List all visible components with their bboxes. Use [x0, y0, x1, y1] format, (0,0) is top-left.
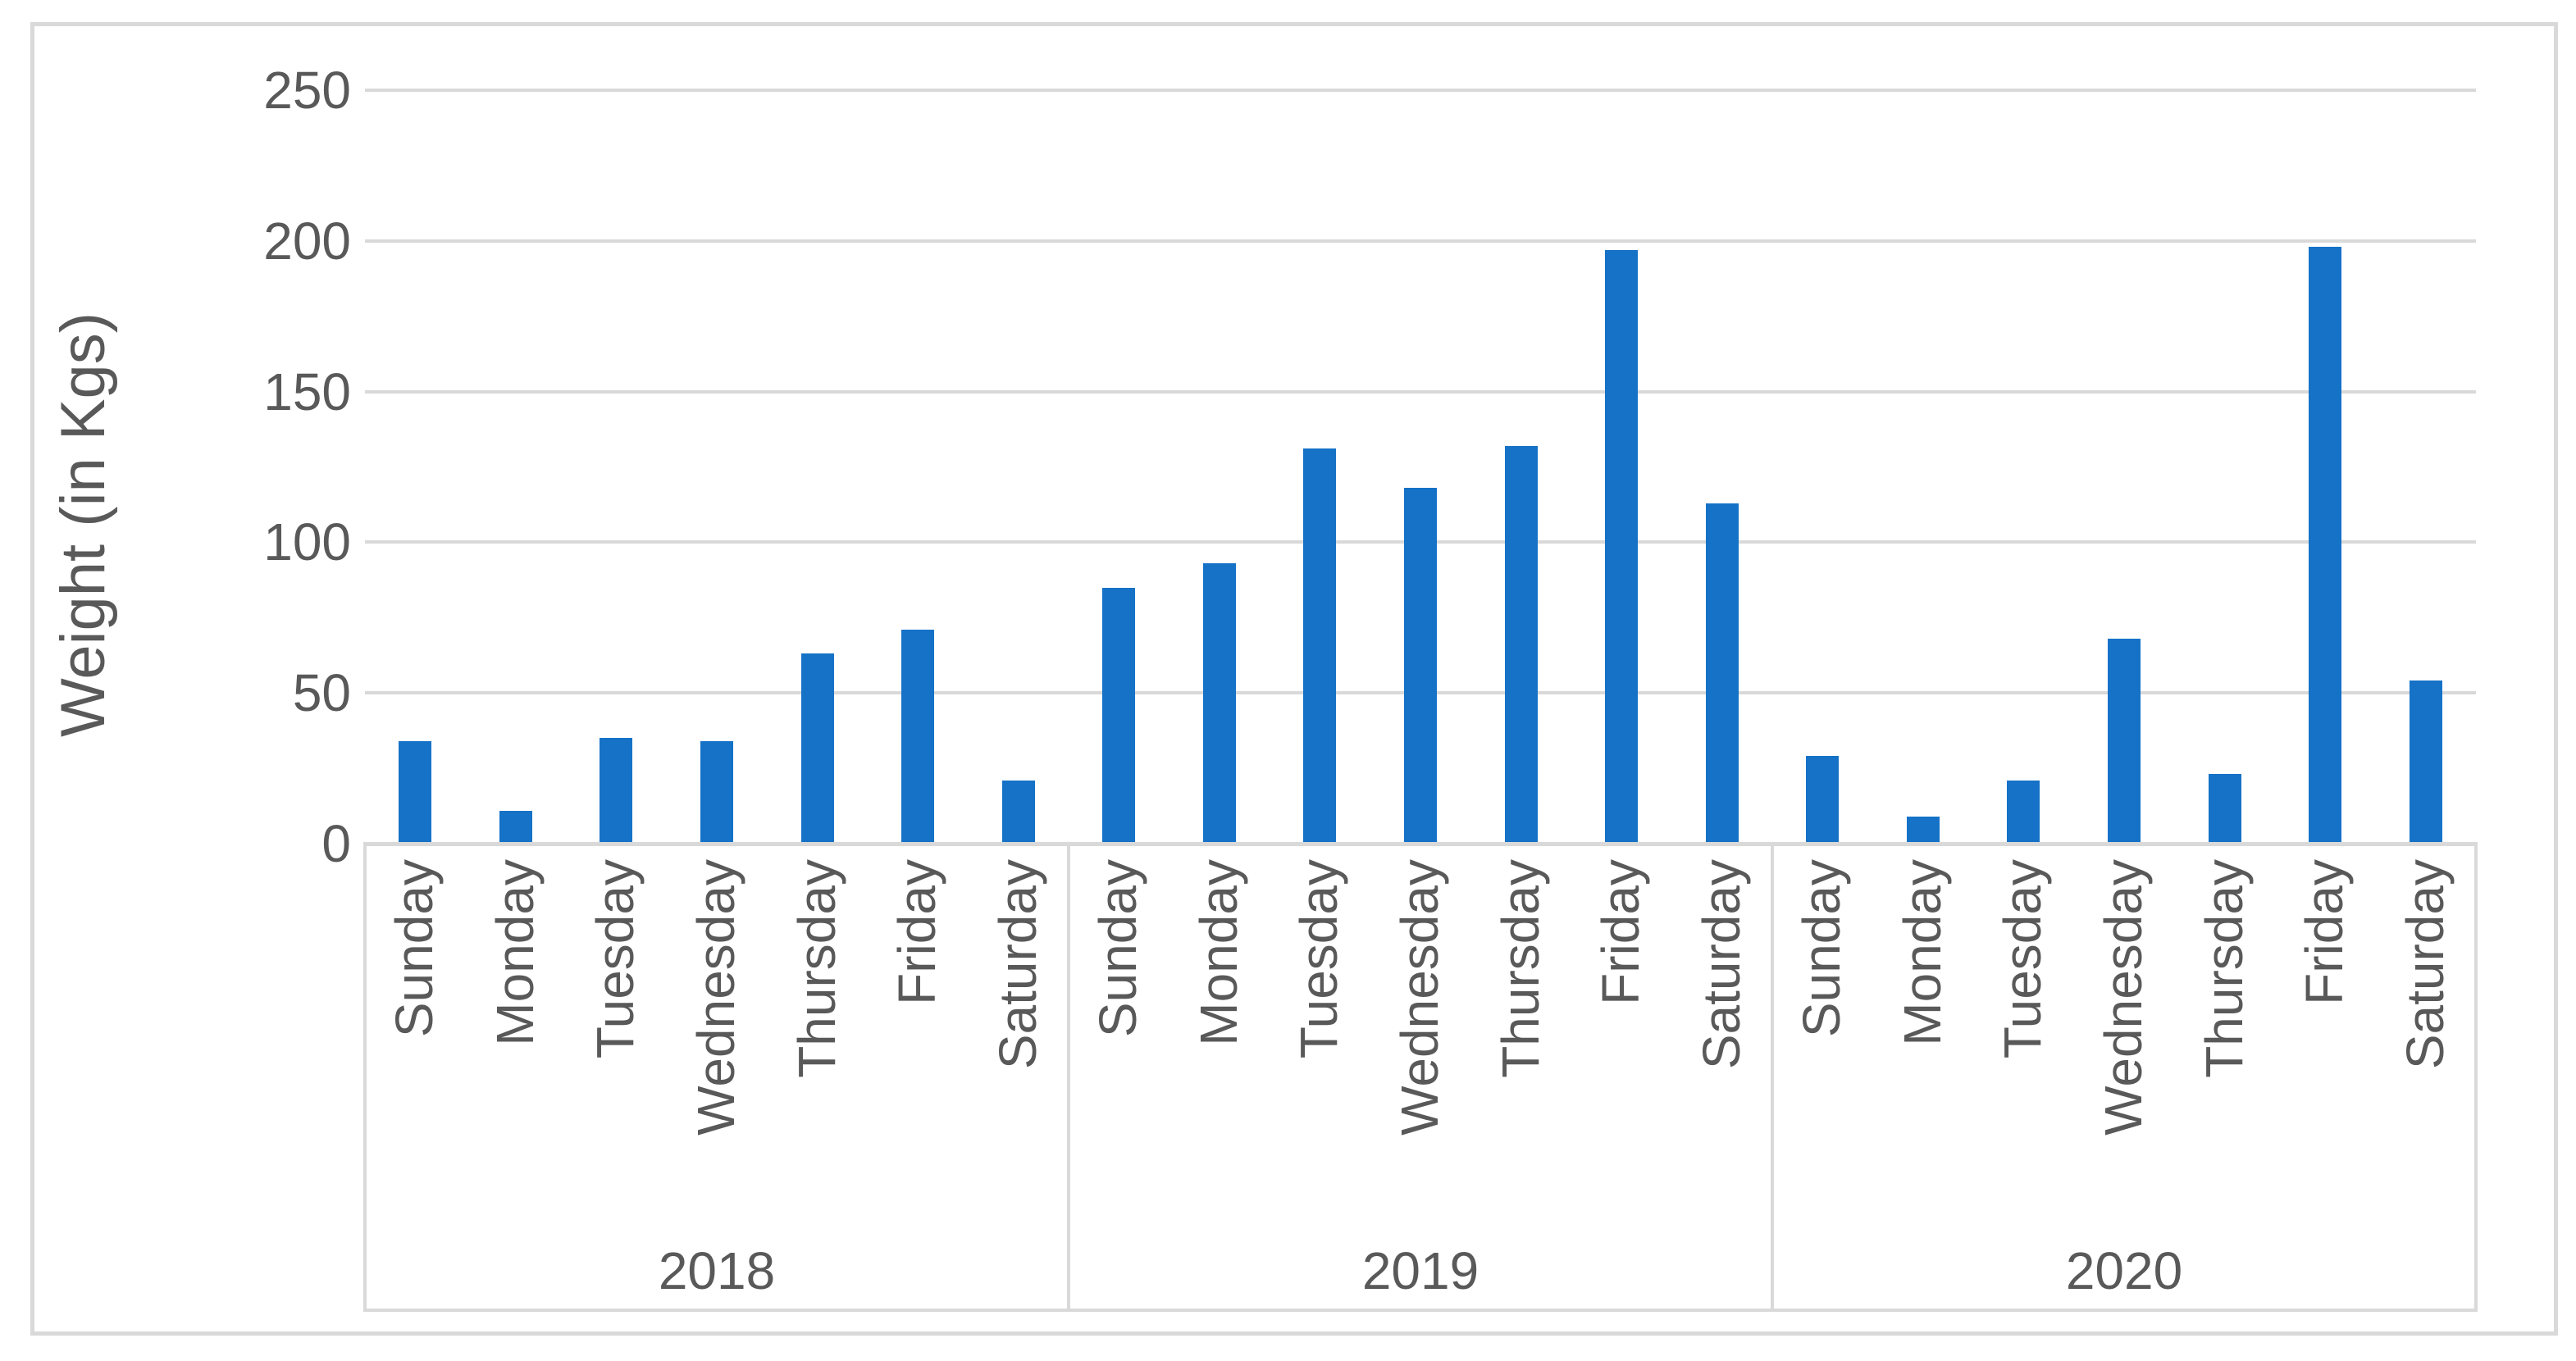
bar-2019-sunday	[1102, 587, 1136, 844]
bar-2019-thursday	[1504, 445, 1538, 844]
x-label-2019-thursday: Thursday	[1490, 859, 1550, 1078]
x-label-2018-wednesday: Wednesday	[686, 859, 745, 1136]
bar-2020-monday	[1906, 816, 1940, 844]
y-tick-label-150: 150	[263, 362, 351, 421]
x-label-2020-tuesday: Tuesday	[1993, 859, 2053, 1059]
x-label-2018-tuesday: Tuesday	[586, 859, 645, 1059]
x-label-2020-friday: Friday	[2295, 859, 2355, 1005]
bar-2018-wednesday	[700, 741, 733, 844]
year-label-2019: 2019	[1361, 1241, 1479, 1300]
y-tick-label-100: 100	[263, 512, 351, 572]
x-label-2019-wednesday: Wednesday	[1390, 859, 1449, 1136]
x-label-2020-monday: Monday	[1892, 859, 1952, 1046]
group-separator-3	[2474, 844, 2478, 1310]
y-tick-label-250: 250	[263, 61, 351, 120]
group-separator-0	[363, 844, 367, 1310]
bar-2018-sunday	[399, 741, 432, 844]
group-separator-1	[1067, 844, 1070, 1310]
x-label-2018-monday: Monday	[485, 859, 545, 1046]
x-label-2019-tuesday: Tuesday	[1289, 859, 1349, 1059]
x-label-2019-sunday: Sunday	[1088, 859, 1148, 1038]
x-label-2019-monday: Monday	[1188, 859, 1248, 1046]
bar-2020-friday	[2309, 247, 2342, 844]
bar-2019-friday	[1605, 249, 1639, 844]
y-axis-title: Weight (in Kgs)	[48, 312, 118, 738]
x-label-2018-thursday: Thursday	[786, 859, 846, 1078]
bar-2020-thursday	[2208, 774, 2241, 844]
x-label-2018-friday: Friday	[887, 859, 947, 1005]
y-tick-label-50: 50	[292, 663, 351, 723]
gridline-250	[365, 89, 2476, 92]
gridline-200	[365, 239, 2476, 243]
x-label-2020-thursday: Thursday	[2194, 859, 2254, 1078]
bar-2018-thursday	[800, 653, 834, 844]
bar-2019-tuesday	[1303, 448, 1337, 844]
x-label-2018-saturday: Saturday	[987, 859, 1047, 1070]
bar-2018-saturday	[1001, 780, 1035, 844]
x-label-2019-friday: Friday	[1591, 859, 1651, 1005]
gridline-150	[365, 389, 2476, 394]
bar-2020-saturday	[2409, 680, 2442, 844]
year-label-2018: 2018	[658, 1241, 776, 1300]
label-area-bottom-line	[363, 1309, 2478, 1312]
bar-2019-monday	[1202, 563, 1236, 844]
bar-2019-wednesday	[1404, 488, 1437, 844]
x-label-2018-sunday: Sunday	[385, 859, 445, 1038]
group-separator-2	[1771, 844, 1774, 1310]
bar-2019-saturday	[1705, 503, 1739, 844]
x-axis-line	[363, 842, 2478, 846]
bar-2020-tuesday	[2007, 780, 2040, 844]
x-label-2020-sunday: Sunday	[1792, 859, 1852, 1038]
x-label-2020-saturday: Saturday	[2395, 859, 2455, 1070]
chart-outer-border	[30, 22, 2558, 1336]
y-tick-label-0: 0	[321, 814, 351, 873]
bar-2020-sunday	[1806, 756, 1840, 844]
x-label-2020-wednesday: Wednesday	[2094, 859, 2153, 1136]
bar-2020-wednesday	[2108, 639, 2141, 844]
x-label-2019-saturday: Saturday	[1691, 859, 1751, 1070]
bar-2018-friday	[901, 630, 935, 844]
bar-2018-monday	[499, 810, 532, 844]
bar-2018-tuesday	[600, 738, 633, 844]
year-label-2020: 2020	[2065, 1241, 2183, 1300]
y-tick-label-200: 200	[263, 211, 351, 271]
